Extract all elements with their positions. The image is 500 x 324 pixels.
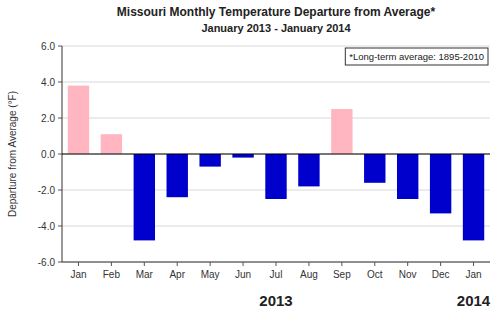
tick-label: Jan	[70, 269, 86, 280]
tick-label: Jul	[270, 269, 283, 280]
bar	[167, 154, 188, 197]
tick-mark	[58, 226, 62, 227]
tick-mark	[210, 262, 211, 266]
tick-mark	[78, 262, 79, 266]
tick-mark	[440, 262, 441, 266]
grid-line	[62, 46, 490, 47]
zero-line	[62, 154, 490, 155]
tick-label: -6.0	[38, 257, 56, 268]
bar	[101, 134, 122, 154]
tick-label: 4.0	[41, 77, 55, 88]
tick-label: Sep	[333, 269, 351, 280]
subtitle: January 2013 - January 2014	[201, 22, 351, 34]
bar	[430, 154, 451, 213]
tick-label: Jan	[465, 269, 481, 280]
bar	[265, 154, 286, 199]
tick-mark	[144, 262, 145, 266]
bar	[364, 154, 385, 183]
tick-label: Nov	[399, 269, 417, 280]
tick-mark	[374, 262, 375, 266]
tick-mark	[276, 262, 277, 266]
tick-label: Mar	[136, 269, 154, 280]
axis-label: Departure from Average (°F)	[7, 91, 18, 217]
tick-mark	[473, 262, 474, 266]
tick-mark	[58, 154, 62, 155]
tick-mark	[111, 262, 112, 266]
tick-label: Oct	[367, 269, 383, 280]
tick-mark	[58, 82, 62, 83]
tick-mark	[58, 190, 62, 191]
bar	[134, 154, 155, 240]
grid-line	[62, 226, 490, 227]
bar	[397, 154, 418, 199]
tick-mark	[341, 262, 342, 266]
annotation-box	[345, 48, 488, 65]
bar	[298, 154, 319, 186]
tick-mark	[58, 46, 62, 47]
tick-label: -4.0	[38, 221, 56, 232]
tick-label: Aug	[300, 269, 318, 280]
tick-mark	[308, 262, 309, 266]
tick-label: Apr	[169, 269, 185, 280]
tick-mark	[58, 262, 62, 263]
grid-line	[62, 154, 490, 155]
bar	[463, 154, 484, 240]
tick-label: -2.0	[38, 185, 56, 196]
chart: Missouri Monthly Temperature Departure f…	[0, 0, 500, 324]
year-label: 2014	[457, 292, 491, 309]
bar	[199, 154, 220, 167]
tick-label: 0.0	[41, 149, 55, 160]
tick-label: Feb	[103, 269, 121, 280]
bar	[331, 109, 352, 154]
bar	[232, 154, 253, 158]
tick-mark	[243, 262, 244, 266]
year-label: 2013	[259, 292, 292, 309]
annotation: *Long-term average: 1895-2010	[349, 51, 484, 62]
tick-mark	[177, 262, 178, 266]
bar	[68, 86, 89, 154]
tick-label: 2.0	[41, 113, 55, 124]
grid-line	[62, 82, 490, 83]
grid-line	[62, 118, 490, 119]
tick-label: Dec	[432, 269, 450, 280]
tick-label: 6.0	[41, 41, 55, 52]
tick-mark	[58, 118, 62, 119]
title: Missouri Monthly Temperature Departure f…	[117, 5, 436, 19]
tick-label: Jun	[235, 269, 251, 280]
tick-mark	[407, 262, 408, 266]
tick-label: May	[201, 269, 220, 280]
